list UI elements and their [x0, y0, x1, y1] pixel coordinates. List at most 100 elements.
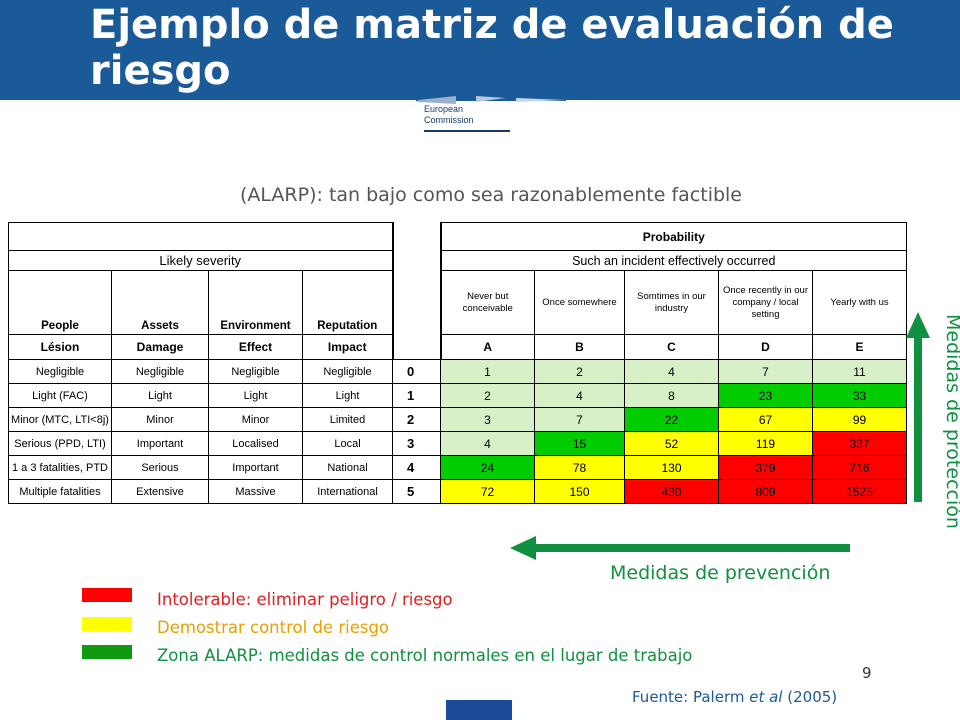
probability-letter-b: B: [534, 334, 625, 360]
subheader-impact: Impact: [302, 334, 393, 360]
severity-environment-cell: Light: [208, 383, 303, 408]
risk-value-cell: 2: [534, 359, 625, 384]
risk-value-cell: 72: [440, 479, 535, 504]
page-number: 9: [862, 664, 872, 682]
severity-people-cell: 1 a 3 fatalities, PTD: [8, 455, 112, 480]
severity-index-cell: 0: [392, 359, 441, 384]
frequency-a: Never but conceivable: [440, 270, 535, 335]
severity-environment-cell: Important: [208, 455, 303, 480]
risk-value-cell: 67: [718, 407, 813, 432]
matrix-row: Negligible Negligible Negligible Negligible…: [8, 359, 907, 384]
risk-value-cell: 2: [440, 383, 535, 408]
risk-value-cell: 24: [440, 455, 535, 480]
protection-arrow: [906, 312, 930, 502]
risk-value-cell: 1: [440, 359, 535, 384]
frequency-d: Once recently in our company / local set…: [718, 270, 813, 335]
risk-value-cell: 78: [534, 455, 625, 480]
severity-assets-cell: Light: [111, 383, 209, 408]
severity-assets-cell: Serious: [111, 455, 209, 480]
protection-label: Medidas de protección: [942, 314, 960, 529]
risk-value-cell: 430: [624, 479, 719, 504]
severity-spacer: [8, 222, 393, 251]
probability-letter-a: A: [440, 334, 535, 360]
risk-value-cell: 7: [534, 407, 625, 432]
subheader-effect: Effect: [208, 334, 303, 360]
severity-environment-cell: Minor: [208, 407, 303, 432]
severity-index-cell: 3: [392, 431, 441, 456]
title-bar: Ejemplo de matriz de evaluación de riesg…: [0, 0, 960, 100]
severity-environment-cell: Localised: [208, 431, 303, 456]
probability-letter-c: C: [624, 334, 719, 360]
severity-reputation-cell: National: [302, 455, 393, 480]
probability-title: Probability: [440, 222, 907, 251]
risk-value-cell: 379: [718, 455, 813, 480]
risk-value-cell: 337: [812, 431, 907, 456]
legend-swatch-alarp: [82, 645, 132, 659]
probability-letter-e: E: [812, 334, 907, 360]
header-people: People: [8, 270, 112, 335]
severity-index-cell: 2: [392, 407, 441, 432]
logo-line-2: Commission: [424, 115, 474, 125]
severity-reputation-cell: Local: [302, 431, 393, 456]
risk-value-cell: 1525: [812, 479, 907, 504]
prevention-label: Medidas de prevención: [610, 562, 831, 584]
severity-environment-cell: Negligible: [208, 359, 303, 384]
logo-underline: [424, 130, 510, 132]
risk-matrix: Probability Likely severity Such an inci…: [8, 222, 907, 504]
slide-title: Ejemplo de matriz de evaluación de riesg…: [90, 2, 894, 94]
risk-value-cell: 22: [624, 407, 719, 432]
probability-subtitle: Such an incident effectively occurred: [440, 250, 907, 271]
severity-assets-cell: Negligible: [111, 359, 209, 384]
severity-assets-cell: Extensive: [111, 479, 209, 504]
risk-value-cell: 33: [812, 383, 907, 408]
subheader-lesion: Lésion: [8, 334, 112, 360]
severity-people-cell: Negligible: [8, 359, 112, 384]
risk-value-cell: 7: [718, 359, 813, 384]
severity-people-cell: Light (FAC): [8, 383, 112, 408]
risk-value-cell: 4: [440, 431, 535, 456]
severity-environment-cell: Massive: [208, 479, 303, 504]
severity-people-cell: Serious (PPD, LTI): [8, 431, 112, 456]
legend-swatch-demonstrate: [82, 617, 132, 631]
severity-index-cell: 1: [392, 383, 441, 408]
risk-value-cell: 52: [624, 431, 719, 456]
risk-value-cell: 150: [534, 479, 625, 504]
severity-people-cell: Minor (MTC, LTI<8j): [8, 407, 112, 432]
source-suffix: (2005): [782, 688, 838, 706]
frequency-c: Somtimes in our industry: [624, 270, 719, 335]
severity-title: Likely severity: [8, 250, 393, 271]
risk-value-cell: 809: [718, 479, 813, 504]
source-citation: Fuente: Palerm et al (2005): [632, 688, 837, 706]
alarp-definition: (ALARP): tan bajo como sea razonablement…: [240, 184, 742, 206]
severity-reputation-cell: Limited: [302, 407, 393, 432]
risk-value-cell: 11: [812, 359, 907, 384]
legend-swatch-intolerable: [82, 588, 132, 602]
severity-index-cell: 5: [392, 479, 441, 504]
severity-index-cell: 4: [392, 455, 441, 480]
severity-reputation-cell: Light: [302, 383, 393, 408]
frequency-b: Once somewhere: [534, 270, 625, 335]
risk-value-cell: 4: [534, 383, 625, 408]
logo-line-1: European: [424, 104, 464, 114]
legend-demonstrate: Demostrar control de riesgo: [157, 618, 390, 637]
risk-value-cell: 15: [534, 431, 625, 456]
risk-value-cell: 716: [812, 455, 907, 480]
matrix-row: Light (FAC) Light Light Light 1 2 4 8 23 33: [8, 383, 907, 408]
probability-letter-d: D: [718, 334, 813, 360]
frequency-e: Yearly with us: [812, 270, 907, 335]
prevention-arrow: [510, 536, 850, 560]
risk-value-cell: 130: [624, 455, 719, 480]
risk-value-cell: 8: [624, 383, 719, 408]
legend-intolerable: Intolerable: eliminar peligro / riesgo: [157, 590, 453, 609]
severity-assets-cell: Important: [111, 431, 209, 456]
source-prefix: Fuente: Palerm: [632, 688, 750, 706]
matrix-row: 1 a 3 fatalities, PTD Serious Important Nat…: [8, 455, 907, 480]
risk-value-cell: 3: [440, 407, 535, 432]
header-environment: Environment: [208, 270, 303, 335]
matrix-row: Serious (PPD, LTI) Important Localised Loca…: [8, 431, 907, 456]
risk-value-cell: 99: [812, 407, 907, 432]
header-assets: Assets: [111, 270, 209, 335]
index-column-spacer: [391, 222, 442, 360]
matrix-row: Multiple fatalities Extensive Massive Inter…: [8, 479, 907, 504]
legend-alarp: Zona ALARP: medidas de control normales …: [157, 646, 693, 665]
